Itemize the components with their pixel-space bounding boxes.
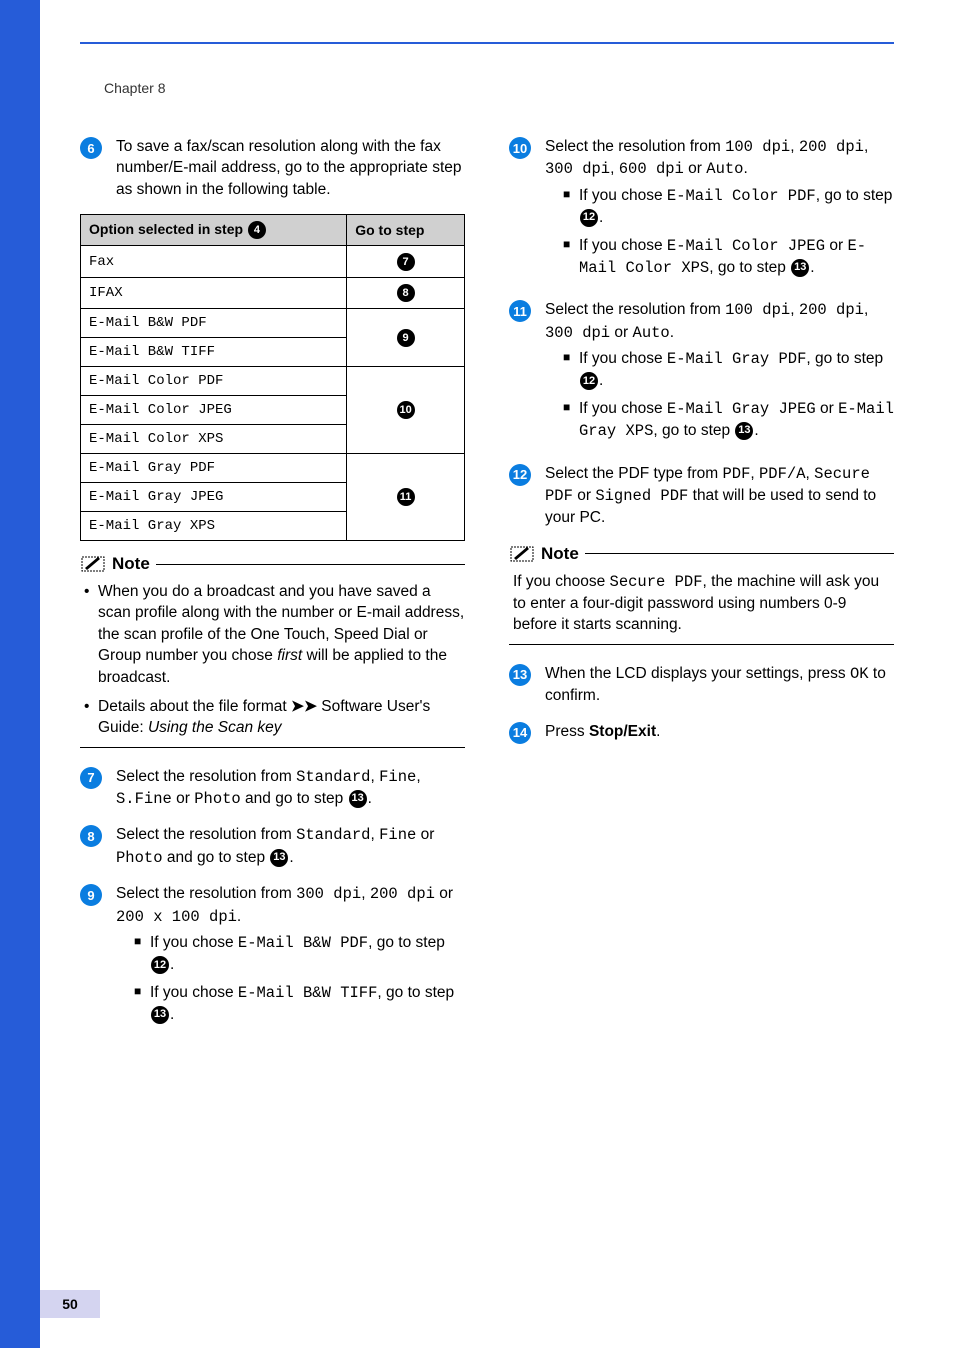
pencil-note-icon: [509, 543, 535, 565]
opt-gray-pdf: E-Mail Gray PDF: [81, 454, 347, 483]
note-1-item-1: • When you do a broadcast and you have s…: [84, 581, 465, 688]
step-11-sub-2: ■ If you chose E-Mail Gray JPEG or E-Mai…: [563, 398, 894, 443]
pencil-note-icon: [80, 553, 106, 575]
goto-bw: 9: [347, 309, 465, 367]
step-11-sub-1: ■ If you chose E-Mail Gray PDF, go to st…: [563, 348, 894, 392]
goto-fax: 7: [347, 246, 465, 277]
opt-bw-pdf: E-Mail B&W PDF: [81, 309, 347, 338]
note-1-item-2: • Details about the file format ➤➤ Softw…: [84, 696, 465, 739]
step-12-body: Select the PDF type from PDF, PDF/A, Sec…: [545, 463, 894, 529]
step-9-body: Select the resolution from 300 dpi, 200 …: [116, 883, 465, 1031]
step-13: 13 When the LCD displays your settings, …: [509, 663, 894, 707]
step-14-badge: 14: [509, 722, 531, 744]
step-7: 7 Select the resolution from Standard, F…: [80, 766, 465, 811]
note-1-head: Note: [80, 553, 465, 575]
step-8-body: Select the resolution from Standard, Fin…: [116, 824, 465, 869]
step-14-body: Press Stop/Exit.: [545, 721, 894, 744]
opt-gray-jpeg: E-Mail Gray JPEG: [81, 483, 347, 512]
note-1-bottomrule: [80, 747, 465, 748]
step-11-badge: 11: [509, 300, 531, 322]
opt-gray-xps: E-Mail Gray XPS: [81, 512, 347, 541]
chapter-label: Chapter 8: [104, 80, 165, 96]
step-10-badge: 10: [509, 137, 531, 159]
step-8: 8 Select the resolution from Standard, F…: [80, 824, 465, 869]
step-14: 14 Press Stop/Exit.: [509, 721, 894, 744]
page-number-tab: 50: [40, 1290, 100, 1318]
goto-color: 10: [347, 367, 465, 454]
step-9-sub-2: ■ If you chose E-Mail B&W TIFF, go to st…: [134, 982, 465, 1026]
th-goto: Go to step: [347, 215, 465, 246]
note-2-label: Note: [541, 544, 579, 564]
opt-color-xps: E-Mail Color XPS: [81, 425, 347, 454]
th-option-circle: 4: [248, 221, 266, 239]
note-2-head: Note: [509, 543, 894, 565]
opt-color-pdf: E-Mail Color PDF: [81, 367, 347, 396]
step-6-badge: 6: [80, 137, 102, 159]
step-7-badge: 7: [80, 767, 102, 789]
right-column: 10 Select the resolution from 100 dpi, 2…: [509, 136, 894, 1045]
step-12-badge: 12: [509, 464, 531, 486]
left-accent-bar: [0, 0, 40, 1348]
note-2-toprule: [585, 553, 894, 554]
step-6: 6 To save a fax/scan resolution along wi…: [80, 136, 465, 200]
opt-bw-tiff: E-Mail B&W TIFF: [81, 338, 347, 367]
note-2-body: If you choose Secure PDF, the machine wi…: [509, 571, 894, 636]
step-10-body: Select the resolution from 100 dpi, 200 …: [545, 136, 894, 285]
step-7-body: Select the resolution from Standard, Fin…: [116, 766, 465, 811]
step-11-body: Select the resolution from 100 dpi, 200 …: [545, 299, 894, 448]
step-9-badge: 9: [80, 884, 102, 906]
goto-gray: 11: [347, 454, 465, 541]
step-8-badge: 8: [80, 825, 102, 847]
square-bullet-icon: ■: [134, 932, 150, 976]
step-10-sub-1: ■ If you chose E-Mail Color PDF, go to s…: [563, 185, 894, 229]
step-10: 10 Select the resolution from 100 dpi, 2…: [509, 136, 894, 285]
note-2-bottomrule: [509, 644, 894, 645]
header-rule: [80, 42, 894, 44]
square-bullet-icon: ■: [563, 185, 579, 229]
square-bullet-icon: ■: [563, 235, 579, 280]
content-columns: 6 To save a fax/scan resolution along wi…: [80, 136, 894, 1045]
page-number: 50: [62, 1296, 78, 1312]
square-bullet-icon: ■: [563, 348, 579, 392]
step-6-text: To save a fax/scan resolution along with…: [116, 138, 462, 198]
step-11: 11 Select the resolution from 100 dpi, 2…: [509, 299, 894, 448]
step-10-sub-2: ■ If you chose E-Mail Color JPEG or E-Ma…: [563, 235, 894, 280]
step-13-badge: 13: [509, 664, 531, 686]
square-bullet-icon: ■: [563, 398, 579, 443]
option-step-table: Option selected in step 4 Go to step Fax…: [80, 214, 465, 541]
step-12: 12 Select the PDF type from PDF, PDF/A, …: [509, 463, 894, 529]
step-9-sub-1: ■ If you chose E-Mail B&W PDF, go to ste…: [134, 932, 465, 976]
step-9: 9 Select the resolution from 300 dpi, 20…: [80, 883, 465, 1031]
goto-ifax: 8: [347, 277, 465, 308]
th-option: Option selected in step 4: [81, 215, 347, 246]
step-13-body: When the LCD displays your settings, pre…: [545, 663, 894, 707]
note-1-label: Note: [112, 554, 150, 574]
opt-fax: Fax: [81, 246, 347, 277]
left-column: 6 To save a fax/scan resolution along wi…: [80, 136, 465, 1045]
opt-color-jpeg: E-Mail Color JPEG: [81, 396, 347, 425]
option-table-body: Fax 7 IFAX 8 E-Mail B&W PDF 9 E-Mail B&W…: [81, 246, 465, 541]
note-1: Note • When you do a broadcast and you h…: [80, 553, 465, 748]
note-1-body: • When you do a broadcast and you have s…: [80, 581, 465, 739]
opt-ifax: IFAX: [81, 277, 347, 308]
square-bullet-icon: ■: [134, 982, 150, 1026]
note-1-toprule: [156, 564, 465, 565]
note-2: Note If you choose Secure PDF, the machi…: [509, 543, 894, 645]
step-6-body: To save a fax/scan resolution along with…: [116, 136, 465, 200]
